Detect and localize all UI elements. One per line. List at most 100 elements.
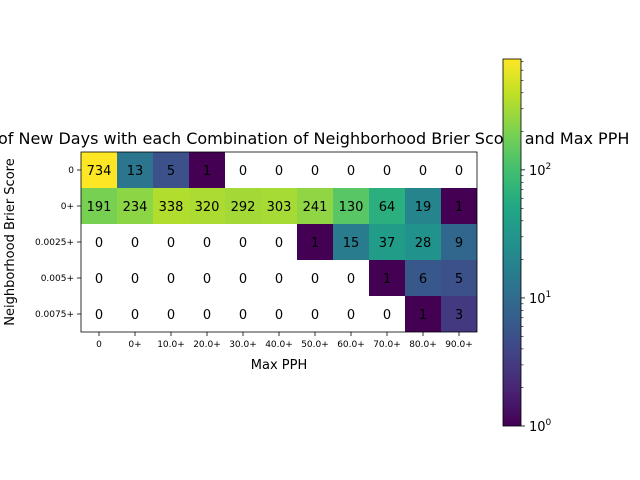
cell-value-label: 191 xyxy=(87,200,112,215)
cell-value-label: 0 xyxy=(167,308,175,323)
heatmap-cell xyxy=(261,260,297,296)
cell-value-label: 37 xyxy=(379,236,396,251)
y-tick-label: 0 xyxy=(68,166,74,176)
cell-value-label: 0 xyxy=(275,164,283,179)
cell-value-label: 0 xyxy=(131,236,139,251)
colorbar-tick-label: 102 xyxy=(529,162,551,179)
cell-value-label: 3 xyxy=(455,308,463,323)
cell-value-label: 9 xyxy=(455,236,463,251)
heatmap-cell xyxy=(369,188,405,224)
x-tick-label: 50.0+ xyxy=(301,340,329,350)
heatmap-cell xyxy=(333,224,369,260)
cell-value-label: 0 xyxy=(167,236,175,251)
heatmap-cell xyxy=(297,188,333,224)
heatmap-cell xyxy=(441,260,477,296)
x-tick-label: 90.0+ xyxy=(445,340,473,350)
heatmap-cell xyxy=(405,224,441,260)
heatmap-cell xyxy=(153,188,189,224)
colorbar-ticks: 100 101 102 xyxy=(521,61,552,435)
cell-value-label: 0 xyxy=(95,272,103,287)
colorbar-tick-label: 100 xyxy=(529,418,552,435)
heatmap-cell xyxy=(153,260,189,296)
cell-value-label: 5 xyxy=(455,272,463,287)
cell-value-label: 0 xyxy=(347,272,355,287)
heatmap-cell xyxy=(189,260,225,296)
cell-value-label: 130 xyxy=(339,200,364,215)
heatmap-cell xyxy=(261,188,297,224)
cell-value-label: 6 xyxy=(419,272,427,287)
heatmap-cell xyxy=(189,224,225,260)
cell-value-label: 241 xyxy=(303,200,328,215)
heatmap-cell xyxy=(333,152,369,188)
x-axis: 0 0+ 10.0+ 20.0+ 30.0+ 40.0+ 50.0+ 60.0+ 70.0+ 80… xyxy=(96,332,473,350)
cell-value-label: 1 xyxy=(383,272,391,287)
heatmap-cell xyxy=(405,188,441,224)
x-tick-label: 40.0+ xyxy=(265,340,293,350)
x-tick-label: 0 xyxy=(96,340,102,350)
cell-value-label: 1 xyxy=(419,308,427,323)
cell-value-label: 64 xyxy=(379,200,396,215)
y-tick-label: 0+ xyxy=(61,202,74,212)
heatmap-cell xyxy=(117,188,153,224)
heatmap-cell xyxy=(369,296,405,332)
heatmap-cell xyxy=(441,224,477,260)
x-tick-label: 60.0+ xyxy=(337,340,365,350)
heatmap-cell xyxy=(153,152,189,188)
heatmap-cell xyxy=(405,260,441,296)
cell-value-label: 28 xyxy=(415,236,432,251)
cell-value-label: 0 xyxy=(347,308,355,323)
colorbar xyxy=(502,58,522,427)
cell-value-label: 0 xyxy=(203,272,211,287)
cell-value-label: 1 xyxy=(311,236,319,251)
heatmap-cell xyxy=(333,296,369,332)
heatmap-cell xyxy=(117,224,153,260)
y-axis: 0 0+ 0.0025+ 0.005+ 0.0075+ xyxy=(35,166,81,320)
cell-value-label: 303 xyxy=(267,200,292,215)
colorbar-tick-label: 101 xyxy=(529,290,551,307)
heatmap-cell xyxy=(297,152,333,188)
x-tick-label: 30.0+ xyxy=(229,340,257,350)
heatmap-cell xyxy=(81,260,117,296)
heatmap-cell xyxy=(225,296,261,332)
heatmap-cell xyxy=(189,188,225,224)
cell-value-label: 292 xyxy=(231,200,256,215)
cell-value-label: 734 xyxy=(87,164,112,179)
cell-value-label: 0 xyxy=(239,164,247,179)
heatmap-cell xyxy=(225,260,261,296)
cell-value-label: 0 xyxy=(419,164,427,179)
heatmap-cell xyxy=(261,296,297,332)
heatmap-cell xyxy=(441,188,477,224)
heatmap-cell xyxy=(405,296,441,332)
cell-value-label: 0 xyxy=(275,308,283,323)
heatmap-cell xyxy=(117,152,153,188)
x-tick-label: 20.0+ xyxy=(193,340,221,350)
y-tick-label: 0.0075+ xyxy=(35,310,74,320)
cell-value-label: 0 xyxy=(455,164,463,179)
cell-value-label: 234 xyxy=(123,200,148,215)
cell-value-label: 0 xyxy=(203,308,211,323)
cell-value-label: 0 xyxy=(239,308,247,323)
x-tick-label: 70.0+ xyxy=(373,340,401,350)
y-tick-label: 0.0025+ xyxy=(35,238,74,248)
cell-value-label: 0 xyxy=(167,272,175,287)
chart-title: Number of New Days with each Combination… xyxy=(0,129,629,148)
heatmap-cell xyxy=(297,224,333,260)
heatmap-cell xyxy=(369,152,405,188)
heatmap-cell xyxy=(369,260,405,296)
heatmap-cell xyxy=(297,260,333,296)
cell-value-label: 0 xyxy=(347,164,355,179)
heatmap-cell xyxy=(405,152,441,188)
cell-value-label: 0 xyxy=(311,164,319,179)
heatmap-cell xyxy=(261,152,297,188)
heatmap-cell xyxy=(153,224,189,260)
cell-value-label: 0 xyxy=(239,272,247,287)
cell-value-label: 0 xyxy=(239,236,247,251)
cell-value-label: 320 xyxy=(195,200,220,215)
heatmap-cell xyxy=(189,296,225,332)
heatmap-cell xyxy=(189,152,225,188)
cell-value-label: 0 xyxy=(95,308,103,323)
cell-value-label: 0 xyxy=(311,272,319,287)
heatmap-cell xyxy=(117,296,153,332)
y-tick-label: 0.005+ xyxy=(41,274,74,284)
